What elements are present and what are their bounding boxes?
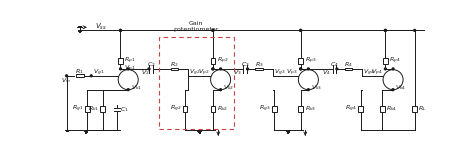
Circle shape (336, 68, 338, 70)
Text: $V_{k3}$: $V_{k3}$ (310, 83, 322, 92)
Bar (298, 106, 303, 112)
Text: $R_{g3}$: $R_{g3}$ (259, 104, 271, 114)
Text: $R_{g1}$: $R_{g1}$ (72, 104, 83, 114)
Bar (183, 106, 188, 112)
Text: $R_L$: $R_L$ (419, 104, 427, 113)
Bar (76, 74, 83, 77)
Text: $V_{k2}$: $V_{k2}$ (223, 83, 234, 92)
Text: $R_3$: $R_3$ (255, 61, 264, 70)
Text: $C_4$: $C_4$ (330, 60, 339, 69)
Bar (345, 68, 352, 70)
Circle shape (128, 68, 129, 70)
Text: $R_4$: $R_4$ (344, 61, 353, 70)
Text: $V_{g4}$: $V_{g4}$ (363, 68, 374, 78)
Text: $V_{p4}$: $V_{p4}$ (371, 68, 383, 78)
Circle shape (246, 68, 248, 70)
Bar (118, 58, 123, 64)
Circle shape (66, 75, 67, 77)
Text: $R_{p4}$: $R_{p4}$ (389, 55, 401, 65)
Circle shape (300, 68, 301, 70)
Circle shape (392, 89, 394, 91)
Bar (85, 106, 90, 112)
Circle shape (384, 30, 386, 31)
Circle shape (212, 30, 214, 31)
Text: $R_{g4}$: $R_{g4}$ (345, 104, 357, 114)
Bar (210, 58, 215, 64)
Text: $V_{k1}$: $V_{k1}$ (130, 83, 142, 92)
Circle shape (300, 30, 301, 31)
Bar (380, 106, 384, 112)
Text: $R_{p2}$: $R_{p2}$ (217, 55, 228, 65)
Circle shape (210, 70, 231, 90)
Text: $R_{k1}$: $R_{k1}$ (88, 104, 99, 113)
Bar (298, 58, 303, 64)
Text: $V_{p3}$: $V_{p3}$ (286, 68, 298, 78)
Text: Gain
potentiometer: Gain potentiometer (173, 21, 219, 32)
Circle shape (392, 68, 394, 70)
Circle shape (298, 70, 319, 90)
Text: $R_{p1}$: $R_{p1}$ (124, 55, 136, 65)
Text: $V_{p1}$: $V_{p1}$ (124, 64, 136, 74)
Text: $C_2$: $C_2$ (147, 60, 155, 69)
Circle shape (119, 68, 121, 70)
Text: $R_{p3}$: $R_{p3}$ (304, 55, 316, 65)
Text: $R_{k2}$: $R_{k2}$ (217, 104, 228, 113)
Bar (210, 106, 215, 112)
Text: $R_1$: $R_1$ (75, 68, 84, 76)
Circle shape (128, 89, 129, 91)
Circle shape (383, 70, 403, 90)
Text: $C_1$: $C_1$ (120, 105, 129, 114)
Text: $R_{k3}$: $R_{k3}$ (304, 104, 316, 113)
Text: $C_3$: $C_3$ (241, 60, 250, 69)
Bar (255, 68, 263, 70)
Text: $V_2$: $V_2$ (141, 68, 149, 77)
Circle shape (148, 68, 150, 70)
Bar (159, 37, 234, 129)
Text: $V_4$: $V_4$ (322, 68, 331, 77)
Circle shape (212, 68, 214, 70)
Circle shape (91, 75, 92, 77)
Bar (171, 68, 178, 70)
Text: $R_{g2}$: $R_{g2}$ (170, 104, 182, 114)
Circle shape (308, 68, 310, 70)
Circle shape (119, 30, 121, 31)
Circle shape (219, 89, 221, 91)
Text: $V_{in}$: $V_{in}$ (61, 76, 71, 85)
Bar (412, 106, 417, 112)
Circle shape (384, 68, 386, 70)
Circle shape (212, 68, 214, 70)
Text: $R_2$: $R_2$ (170, 61, 179, 70)
Text: $V_{p2}$: $V_{p2}$ (199, 68, 210, 78)
Circle shape (308, 89, 310, 91)
Circle shape (119, 30, 121, 31)
Circle shape (414, 30, 416, 31)
Bar (100, 106, 105, 112)
Circle shape (300, 68, 301, 70)
Circle shape (118, 70, 138, 90)
Text: $V_{g3}$: $V_{g3}$ (273, 68, 285, 78)
Circle shape (300, 30, 301, 31)
Text: $V_{g2}$: $V_{g2}$ (189, 68, 201, 78)
Circle shape (384, 30, 386, 31)
Text: $V_{g1}$: $V_{g1}$ (93, 68, 104, 78)
Text: $V_{k4}$: $V_{k4}$ (395, 83, 407, 92)
Text: $V_{ss}$: $V_{ss}$ (95, 22, 107, 32)
Text: $R_{k4}$: $R_{k4}$ (386, 104, 398, 113)
Text: $V_3$: $V_3$ (233, 68, 242, 77)
Bar (383, 58, 388, 64)
Bar (358, 106, 363, 112)
Bar (272, 106, 277, 112)
Circle shape (219, 68, 221, 70)
Circle shape (212, 30, 214, 31)
